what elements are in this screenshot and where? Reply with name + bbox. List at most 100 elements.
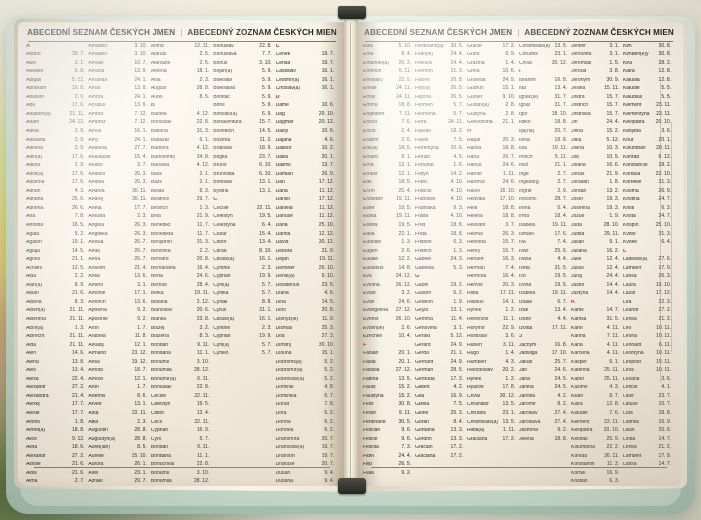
name-day-date: 4. 3. bbox=[505, 358, 515, 365]
name-day-date: 17. 11. bbox=[552, 324, 567, 331]
name-day-date: 22. 9. bbox=[502, 324, 516, 331]
name-day-date: 15. 2. bbox=[606, 127, 620, 134]
name-entry-row: Emil(ián) 22. 5. bbox=[363, 77, 415, 87]
name-entry-row: Hilda 17. 11. bbox=[467, 291, 519, 300]
name-day-date: 16. 4. bbox=[196, 264, 210, 271]
name-label: Bedřich bbox=[150, 205, 168, 211]
name-day-date: 9. 1. bbox=[609, 239, 619, 246]
name-entry-row: Asta 22. 11. bbox=[88, 410, 150, 420]
name-entry-row: Drahoslav(a) 19. 7. bbox=[276, 445, 338, 454]
name-day-date: 12. 2. bbox=[398, 256, 412, 263]
name-label: Adalbert(a) bbox=[26, 111, 51, 117]
name-entry-row: Jaroslava 27. 4. bbox=[519, 419, 571, 429]
name-entry-row: Gustýna 2. 8. bbox=[467, 111, 519, 121]
name-entry-row: Fiala 9. 2. bbox=[363, 470, 415, 480]
name-entry-row: Adam 24. 12. bbox=[26, 120, 88, 129]
name-column: Elza 5. 10. Ema 8. 4. Emanuel(a) 26. 3. Emeric… bbox=[363, 43, 415, 487]
name-entry-row: Kira 28. 2. bbox=[623, 60, 675, 70]
name-label: Jasmína bbox=[519, 428, 538, 434]
name-label: Eugen bbox=[363, 248, 378, 254]
name-entry-row: Beáta 8. 3. bbox=[151, 188, 213, 198]
name-entry-row: Ambrož 7. 12. bbox=[88, 120, 150, 129]
name-entry-row: Atanázie 2. 5. bbox=[151, 60, 213, 70]
name-label: Celestýn bbox=[213, 214, 233, 220]
name-day-date: 2. 2. bbox=[199, 247, 210, 254]
name-entry-row: Fabián 20. 1. bbox=[363, 351, 415, 360]
name-entry-row: Karel 4. 11. bbox=[571, 325, 623, 335]
name-label: Abdon bbox=[26, 52, 41, 58]
name-entry-row: Boris 5. 9. bbox=[213, 103, 275, 112]
name-label: Agáta bbox=[26, 231, 40, 237]
name-entry-row: Griselda 24. 9. bbox=[467, 77, 519, 87]
name-entry-row: Igor 18. 10. bbox=[519, 111, 571, 121]
name-entry-row: Berenika 2. 2. bbox=[151, 247, 213, 258]
name-label: Foltýn bbox=[415, 171, 429, 177]
name-column: Ferdinand(a) 30. 5. Fidel(ie) 24. 4. Fideliu… bbox=[415, 43, 467, 487]
name-day-date: 17. 10. bbox=[499, 196, 515, 203]
name-label: Herman bbox=[467, 265, 485, 271]
name-day-date: 5. 7. bbox=[261, 290, 272, 297]
name-day-date: 23. 1. bbox=[502, 410, 516, 417]
name-day-date: 26. 3. bbox=[658, 273, 672, 280]
name-entry-row: Bohumila 28. 12. bbox=[151, 368, 213, 377]
name-day-date: 5. 11. bbox=[398, 68, 411, 75]
name-day-date: 5. 2. bbox=[74, 230, 85, 237]
name-day-date: 18. 9. bbox=[259, 145, 272, 152]
name-entry-row: Gilbert 4. 2. bbox=[415, 385, 467, 394]
name-entry-row: Foltýn 14. 2. bbox=[415, 171, 467, 181]
name-day-date: 1. 2. bbox=[505, 375, 515, 382]
name-day-date: 6. 4. bbox=[661, 239, 671, 246]
name-entry-row: Bohumil 3. 10. bbox=[151, 470, 213, 480]
name-entry-row: Alda 21. 11. bbox=[26, 342, 88, 352]
name-label: Jaroslava bbox=[519, 419, 541, 425]
name-day-date: 2. 3. bbox=[199, 76, 210, 83]
name-label: Benedikta bbox=[150, 231, 174, 237]
name-entry-row: Josefína 19. 3. bbox=[571, 205, 623, 215]
name-label: František bbox=[415, 197, 436, 203]
name-day-date: 13. 1. bbox=[259, 179, 272, 186]
name-entry-row: Kimberl(e)y 30. 8. bbox=[623, 51, 675, 61]
name-entry-row: Boleslav 5. 9. bbox=[213, 77, 275, 87]
name-day-date: 1. 11. bbox=[502, 170, 515, 177]
name-label: Bohumila bbox=[150, 368, 172, 374]
name-entry-row: Dalimil 13. 7. bbox=[276, 163, 338, 172]
name-entry-row: Daisy 10. 6. bbox=[276, 128, 338, 138]
name-label: Flavie bbox=[415, 137, 429, 143]
name-entry-row: Bohumír(a) 6. 11. bbox=[151, 376, 213, 386]
name-day-date: 1. 3. bbox=[74, 324, 85, 331]
name-day-date: 21. 1. bbox=[71, 256, 85, 263]
name-label: Ctirad bbox=[213, 248, 227, 254]
name-day-date: 5. 9. bbox=[261, 93, 272, 100]
name-day-date: 16. 9. bbox=[658, 418, 672, 425]
name-label: Basil bbox=[150, 171, 162, 177]
name-day-date: 27. 3. bbox=[321, 333, 335, 340]
name-label: Božetěch bbox=[213, 128, 235, 134]
name-day-date: 7. 6. bbox=[609, 410, 619, 417]
name-label: Albert(a) bbox=[26, 308, 46, 314]
name-day-date: 23. 1. bbox=[134, 469, 147, 476]
name-entry-row: Elza 5. 10. bbox=[363, 43, 415, 53]
letter-marker-row: J bbox=[519, 334, 571, 343]
name-entry-row: Jiří 24. 4. bbox=[571, 120, 623, 129]
name-label: Ester bbox=[363, 205, 375, 211]
name-label: Bohdana bbox=[150, 453, 171, 459]
name-day-date: 13. 3. bbox=[450, 427, 464, 434]
name-entry-row: Kornélie 31. 3. bbox=[623, 180, 675, 189]
name-label: Andrej bbox=[88, 197, 103, 203]
name-entry-row: Cyrilka 5. 7. bbox=[213, 291, 275, 300]
name-day-date: 21. 1. bbox=[502, 119, 516, 126]
name-entry-row: Fatima 13. 5. bbox=[363, 376, 415, 386]
name-label: Dino bbox=[275, 308, 286, 314]
name-day-date: 3. 10. bbox=[196, 358, 210, 365]
name-label: Dalibor bbox=[275, 146, 292, 152]
name-label: Enzio bbox=[363, 128, 376, 134]
name-label: Jiřina bbox=[571, 128, 583, 134]
name-entry-row: Alexa 22. 4. bbox=[26, 376, 88, 386]
name-entry-row: Genovéfa 3. 1. bbox=[415, 325, 467, 335]
name-label: Atanas bbox=[150, 52, 167, 58]
name-label: Ámos bbox=[88, 128, 102, 134]
name-entry-row: Kateřina 25. 11. bbox=[571, 368, 623, 377]
name-day-date: 19. 7. bbox=[321, 51, 335, 58]
name-label: Hedvika bbox=[467, 197, 486, 203]
name-label: Erzsébet bbox=[363, 197, 383, 203]
